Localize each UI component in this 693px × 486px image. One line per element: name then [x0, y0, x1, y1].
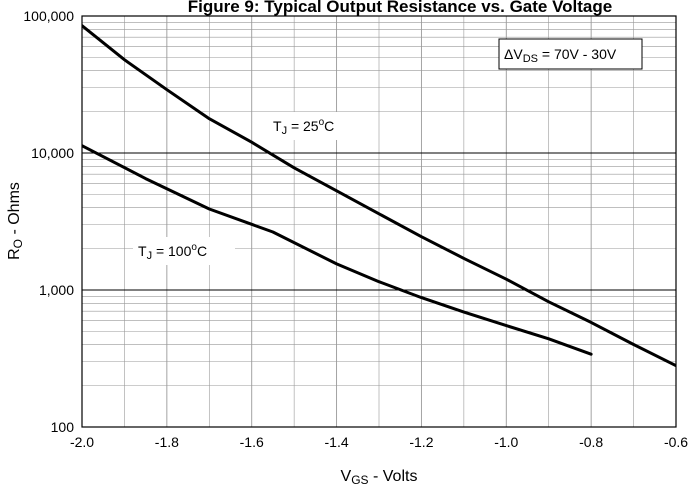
y-tick-label: 100	[51, 419, 75, 435]
y-tick-label: 10,000	[31, 145, 74, 161]
annotation-tj-100: TJ = 100oC	[133, 237, 235, 265]
x-tick-label: -1.4	[325, 434, 349, 450]
annotation-delta-vds-text: ΔVDS = 70V - 30V	[504, 46, 617, 65]
annotation-tj-25-text: TJ = 25oC	[273, 117, 334, 137]
x-axis-label: VGS - Volts	[341, 468, 418, 486]
y-tick-label: 100,000	[23, 8, 74, 24]
series-line-0	[82, 24, 676, 368]
annotation-tj-100-text: TJ = 100oC	[138, 242, 207, 262]
annotation-box	[498, 38, 643, 70]
series-layer	[82, 24, 676, 368]
y-tick-label: 1,000	[39, 282, 74, 298]
y-axis-label: RO - Ohms	[6, 182, 25, 260]
annotation-bg	[268, 112, 358, 140]
plot-frame	[81, 15, 677, 428]
annotation-bg	[133, 237, 235, 265]
x-tick-label: -1.6	[240, 434, 264, 450]
tick-labels: -2.0 -1.8 -1.6 -1.4 -1.2 -1.0 -0.8 -0.6 100 1,000…	[23, 8, 688, 450]
x-tick-label: -1.2	[409, 434, 433, 450]
x-tick-label: -0.8	[579, 434, 603, 450]
annotation-tj-25: TJ = 25oC	[268, 112, 358, 140]
series-line-1	[82, 144, 593, 356]
annotation-delta-vds: ΔVDS = 70V - 30V	[498, 38, 643, 70]
grid	[81, 16, 677, 428]
x-tick-label: -1.0	[494, 434, 518, 450]
x-tick-label: -2.0	[70, 434, 94, 450]
x-tick-label: -0.6	[664, 434, 688, 450]
x-tick-label: -1.8	[155, 434, 179, 450]
chart-title: Figure 9: Typical Output Resistance vs. …	[188, 0, 612, 16]
